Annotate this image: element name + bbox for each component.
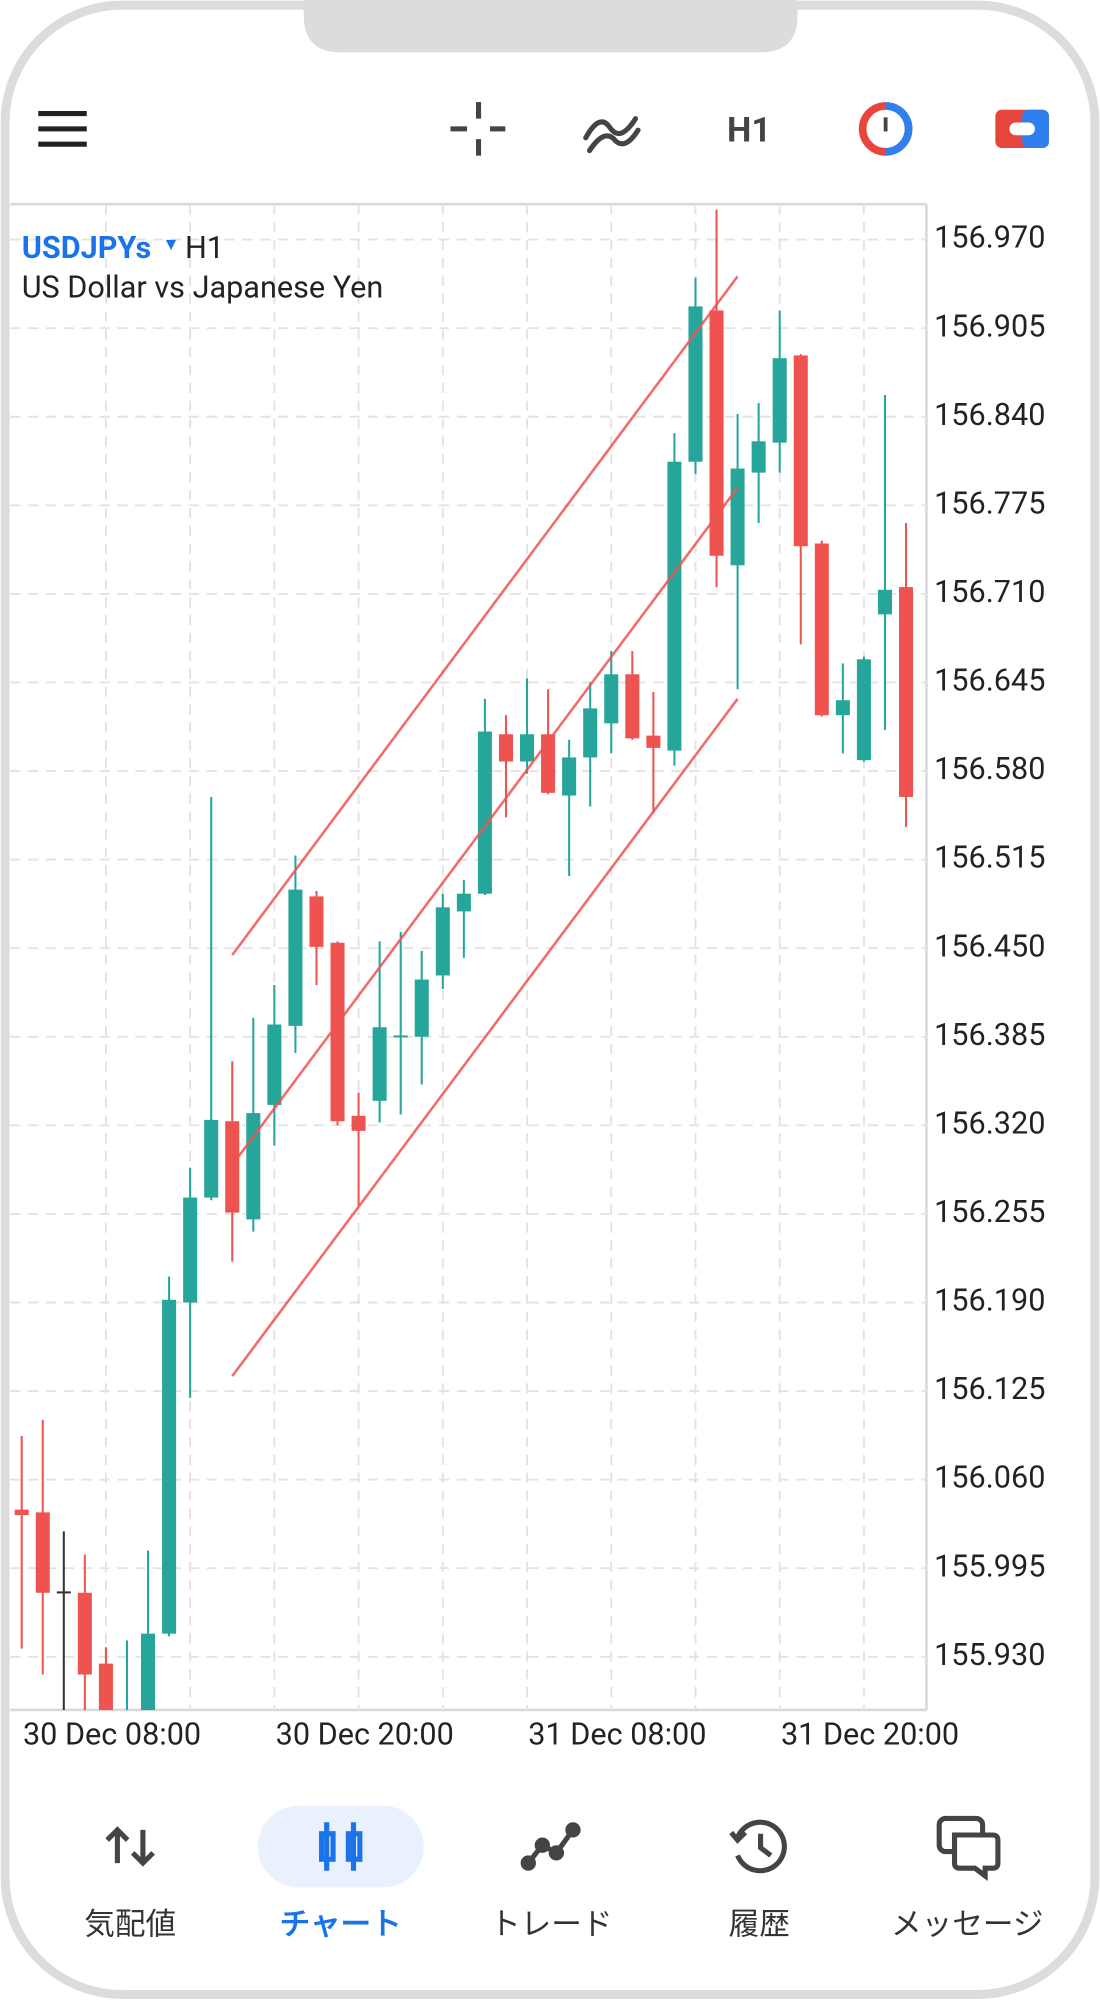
candle-body [667, 461, 682, 751]
x-tick-label: 31 Dec 20:00 [781, 1717, 959, 1752]
candle-body [309, 896, 324, 947]
candle-body [751, 441, 766, 473]
candle-body [877, 589, 892, 615]
candle-body [372, 1027, 387, 1101]
candle-body [541, 734, 556, 793]
plot-frame [10, 202, 928, 1712]
nav-label[interactable]: メッセージ [891, 1908, 1043, 1943]
candle-body [204, 1119, 219, 1198]
candle-body [625, 674, 640, 739]
candle-body [56, 1591, 71, 1594]
candle-body [162, 1299, 177, 1634]
x-tick-label: 31 Dec 08:00 [528, 1717, 706, 1752]
y-tick-label: 156.580 [934, 752, 1045, 787]
nav-active-pill [257, 1805, 424, 1888]
candle-body [393, 1035, 408, 1038]
candle-body [98, 1663, 113, 1710]
x-tick-label: 30 Dec 20:00 [276, 1717, 454, 1752]
candle-body [183, 1197, 198, 1303]
candle-body [730, 468, 745, 566]
candle-body [288, 889, 303, 1026]
candle-body [835, 700, 850, 716]
channel-line [231, 275, 739, 956]
crosshair-button[interactable] [450, 102, 506, 156]
candle-body [498, 734, 513, 762]
symbol-dropdown[interactable] [165, 239, 177, 251]
candle-body [414, 979, 429, 1037]
y-tick-label: 156.515 [934, 841, 1045, 876]
symbol-description: US Dollar vs Japanese Yen [22, 270, 384, 305]
candle-body [856, 659, 871, 761]
y-tick-label: 156.710 [934, 575, 1045, 610]
candle-body [14, 1509, 29, 1516]
timeframe-button[interactable]: H1 [727, 111, 771, 151]
candle-body [562, 757, 577, 796]
candle-body [814, 543, 829, 716]
trade-icon[interactable] [520, 1822, 581, 1871]
indicators-button[interactable] [583, 116, 641, 154]
candle-body [583, 708, 598, 758]
candle-body [456, 893, 471, 912]
y-tick-label: 156.775 [934, 486, 1045, 521]
chart-timeframe: H1 [185, 231, 224, 266]
candle-body [77, 1592, 92, 1675]
candle-body [688, 306, 703, 462]
y-tick-label: 156.840 [934, 398, 1045, 433]
y-tick-label: 155.930 [934, 1638, 1045, 1673]
candle-body [225, 1121, 240, 1213]
x-tick-label: 30 Dec 08:00 [23, 1717, 201, 1752]
candle-body [141, 1633, 156, 1710]
candle-body [330, 942, 345, 1122]
y-tick-label: 156.320 [934, 1106, 1045, 1141]
y-tick-label: 156.125 [934, 1372, 1045, 1407]
channel-line [231, 486, 739, 1166]
y-tick-label: 156.385 [934, 1018, 1045, 1053]
trade-history-button[interactable] [858, 102, 913, 156]
y-tick-label: 156.905 [934, 309, 1045, 344]
messages-icon[interactable] [936, 1815, 1001, 1881]
history-icon[interactable] [729, 1819, 787, 1874]
candle-body [772, 358, 787, 443]
candle-body [477, 731, 492, 894]
y-tick-label: 156.060 [934, 1461, 1045, 1496]
quotes-icon[interactable] [105, 1826, 155, 1867]
candle-body [899, 587, 914, 797]
nav-label[interactable]: 気配値 [84, 1908, 176, 1943]
nav-label[interactable]: トレード [490, 1908, 612, 1943]
one-click-button[interactable] [995, 109, 1049, 149]
candle-body [709, 310, 724, 556]
y-tick-label: 155.995 [934, 1549, 1045, 1584]
candle-body [351, 1115, 366, 1131]
chart-icon[interactable] [319, 1822, 363, 1871]
candle-body [267, 1024, 282, 1105]
y-tick-label: 156.970 [934, 221, 1045, 256]
candle-body [435, 907, 450, 976]
y-tick-label: 156.450 [934, 929, 1045, 964]
candle-body [646, 735, 661, 748]
candle-body [35, 1512, 50, 1593]
y-tick-label: 156.190 [934, 1284, 1045, 1319]
nav-label-active[interactable]: チャート [280, 1908, 402, 1943]
symbol[interactable]: USDJPYs [22, 231, 152, 266]
candle-body [604, 674, 619, 724]
channel-line [231, 698, 739, 1377]
candle-body [520, 734, 535, 762]
y-tick-label: 156.645 [934, 664, 1045, 699]
nav-label[interactable]: 履歴 [729, 1908, 790, 1943]
notch [303, 0, 798, 53]
menu-button[interactable] [38, 111, 87, 147]
candle-body [793, 355, 808, 547]
y-tick-label: 156.255 [934, 1195, 1045, 1230]
